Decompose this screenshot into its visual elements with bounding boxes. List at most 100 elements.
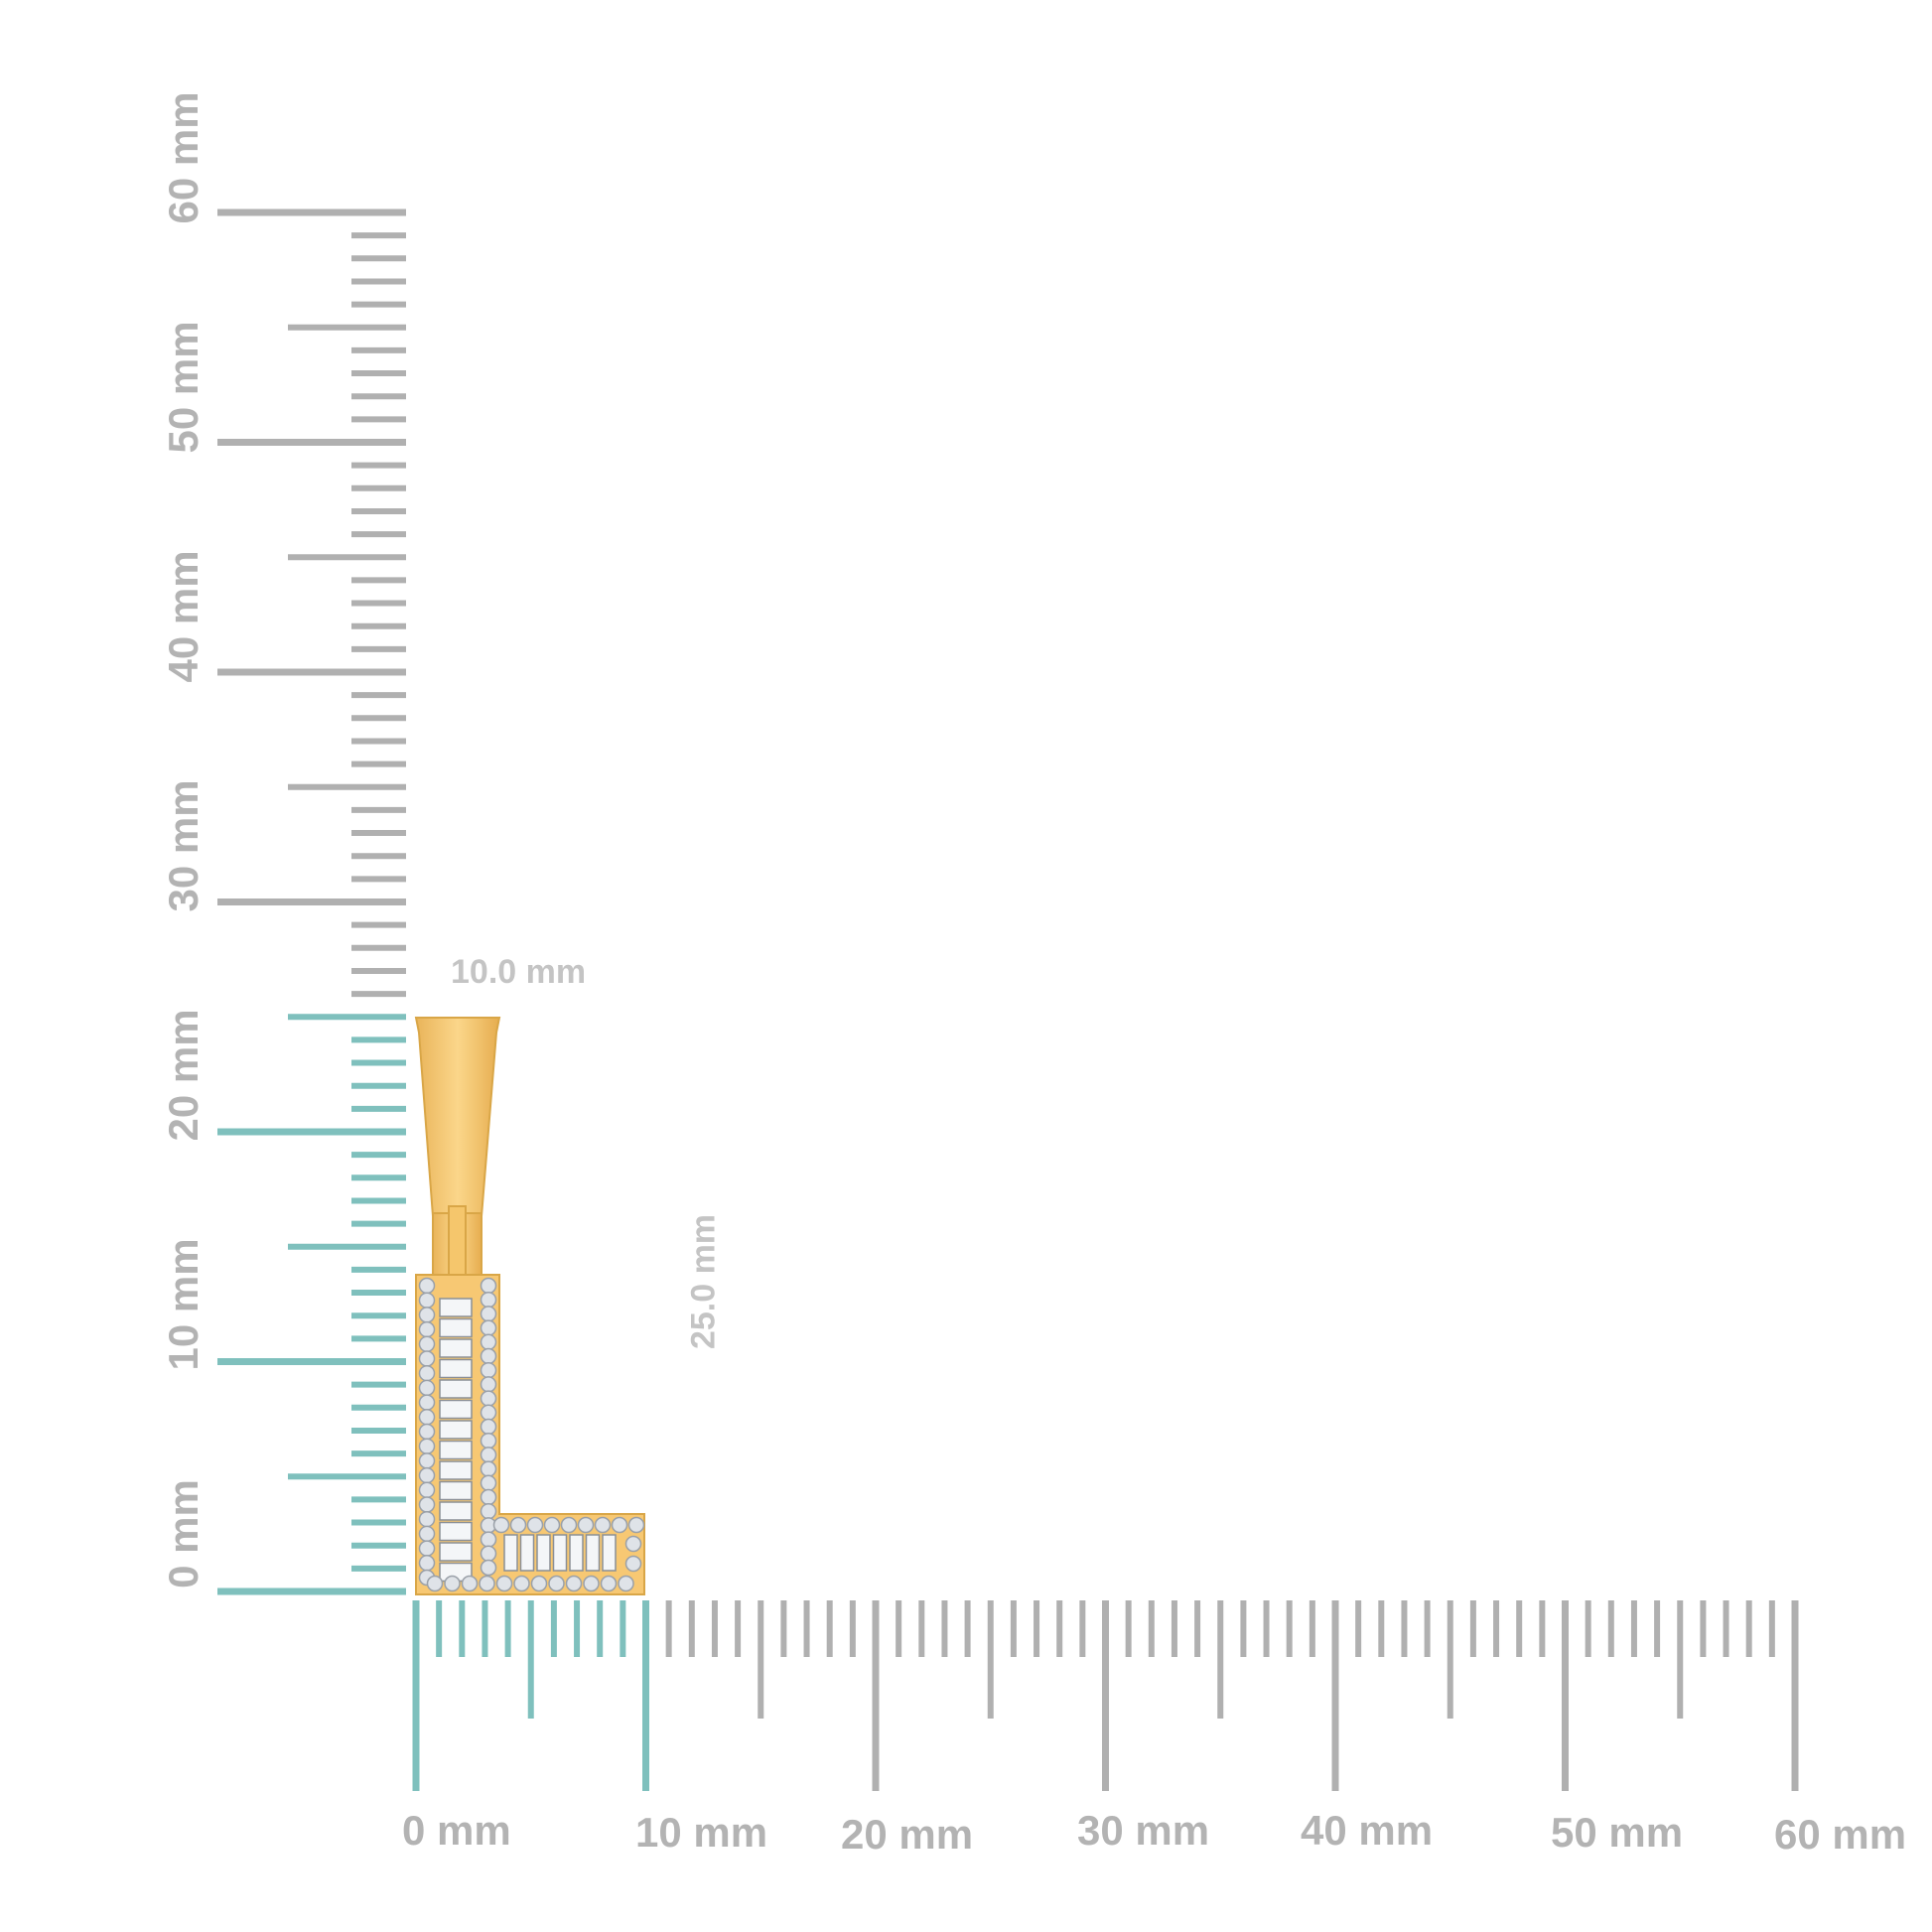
round-diamond	[418, 1320, 436, 1338]
round-diamond	[426, 1575, 444, 1592]
round-diamond	[480, 1488, 497, 1506]
baguette-diamond	[585, 1534, 601, 1572]
round-diamond	[583, 1575, 600, 1592]
round-diamond	[418, 1466, 436, 1484]
round-diamond	[480, 1545, 497, 1563]
v-label-60: 60 mm	[160, 91, 207, 224]
round-diamond	[480, 1418, 497, 1436]
round-diamond	[418, 1364, 436, 1382]
round-diamond	[418, 1307, 436, 1323]
h-label-20: 20 mm	[841, 1811, 974, 1858]
baguette-diamond	[439, 1338, 473, 1358]
round-diamond	[418, 1350, 436, 1367]
round-diamond	[480, 1447, 497, 1463]
baguette-diamond	[569, 1534, 584, 1572]
round-diamond	[480, 1432, 497, 1449]
round-diamond	[480, 1291, 497, 1309]
baguette-diamond	[602, 1534, 617, 1572]
h-label-0: 0 mm	[402, 1807, 511, 1854]
round-diamond	[577, 1516, 595, 1534]
height-dimension-label: 25.0 mm	[684, 1213, 723, 1350]
round-diamond	[418, 1277, 436, 1295]
h-label-40: 40 mm	[1301, 1807, 1434, 1854]
round-diamond	[480, 1347, 497, 1365]
round-diamond	[509, 1516, 527, 1534]
v-label-10: 10 mm	[160, 1238, 207, 1371]
round-diamond	[444, 1575, 461, 1592]
h-label-10: 10 mm	[635, 1809, 768, 1856]
h-label-60: 60 mm	[1774, 1811, 1907, 1858]
round-diamond	[418, 1496, 436, 1513]
v-label-30: 30 mm	[160, 779, 207, 912]
round-diamond	[418, 1409, 436, 1426]
baguette-diamond	[439, 1480, 473, 1501]
baguette-diamond	[503, 1534, 518, 1572]
round-diamond	[480, 1361, 497, 1379]
round-diamond	[480, 1277, 497, 1295]
baguette-diamond	[439, 1399, 473, 1420]
v-label-50: 50 mm	[160, 321, 207, 454]
baguette-diamond	[439, 1501, 473, 1521]
v-label-20: 20 mm	[160, 1009, 207, 1142]
baguette-diamond	[439, 1521, 473, 1542]
baguette-diamond	[439, 1542, 473, 1562]
round-diamond	[526, 1516, 544, 1534]
round-diamond	[513, 1575, 530, 1592]
round-diamond	[627, 1516, 645, 1534]
round-diamond	[495, 1575, 513, 1592]
baguette-diamond	[439, 1420, 473, 1440]
round-diamond	[624, 1555, 642, 1573]
baguette-diamond	[439, 1358, 473, 1379]
baguette-diamond	[439, 1298, 473, 1317]
round-diamond	[479, 1575, 495, 1592]
round-diamond	[480, 1404, 497, 1422]
baguette-diamond	[439, 1317, 473, 1338]
round-diamond	[418, 1379, 436, 1397]
round-diamond	[530, 1575, 548, 1592]
round-diamond	[418, 1452, 436, 1469]
round-diamond	[480, 1319, 497, 1336]
round-diamond	[418, 1481, 436, 1499]
width-dimension-label: 10.0 mm	[451, 953, 587, 991]
baguette-diamond	[519, 1534, 535, 1572]
round-diamond	[624, 1535, 642, 1553]
round-diamond	[418, 1555, 436, 1572]
round-diamond	[418, 1292, 436, 1309]
baguette-diamond	[552, 1534, 568, 1572]
baguette-diamond	[439, 1460, 473, 1480]
letter-l-body	[415, 1274, 645, 1595]
round-diamond	[418, 1335, 436, 1353]
baguette-diamond	[536, 1534, 551, 1572]
round-diamond	[480, 1474, 497, 1492]
round-diamond	[618, 1575, 634, 1592]
round-diamond	[594, 1516, 612, 1534]
v-label-0: 0 mm	[160, 1479, 207, 1588]
round-diamond	[548, 1575, 565, 1592]
round-diamond	[418, 1438, 436, 1454]
round-diamond	[480, 1559, 497, 1577]
baguette-diamond	[439, 1440, 473, 1460]
v-label-40: 40 mm	[160, 550, 207, 683]
round-diamond	[418, 1540, 436, 1557]
round-diamond	[418, 1510, 436, 1528]
round-diamond	[480, 1502, 497, 1520]
round-diamond	[565, 1575, 583, 1592]
baguette-diamond	[439, 1379, 473, 1399]
round-diamond	[480, 1460, 497, 1477]
bail	[414, 1017, 501, 1217]
round-diamond	[418, 1394, 436, 1411]
round-diamond	[560, 1516, 578, 1534]
round-diamond	[418, 1423, 436, 1441]
round-diamond	[543, 1516, 561, 1534]
round-diamond	[492, 1516, 510, 1534]
round-diamond	[418, 1525, 436, 1543]
round-diamond	[600, 1575, 618, 1592]
h-label-30: 30 mm	[1077, 1807, 1210, 1854]
round-diamond	[480, 1531, 497, 1548]
round-diamond	[611, 1516, 628, 1534]
round-diamond	[480, 1376, 497, 1393]
round-diamond	[461, 1575, 479, 1592]
